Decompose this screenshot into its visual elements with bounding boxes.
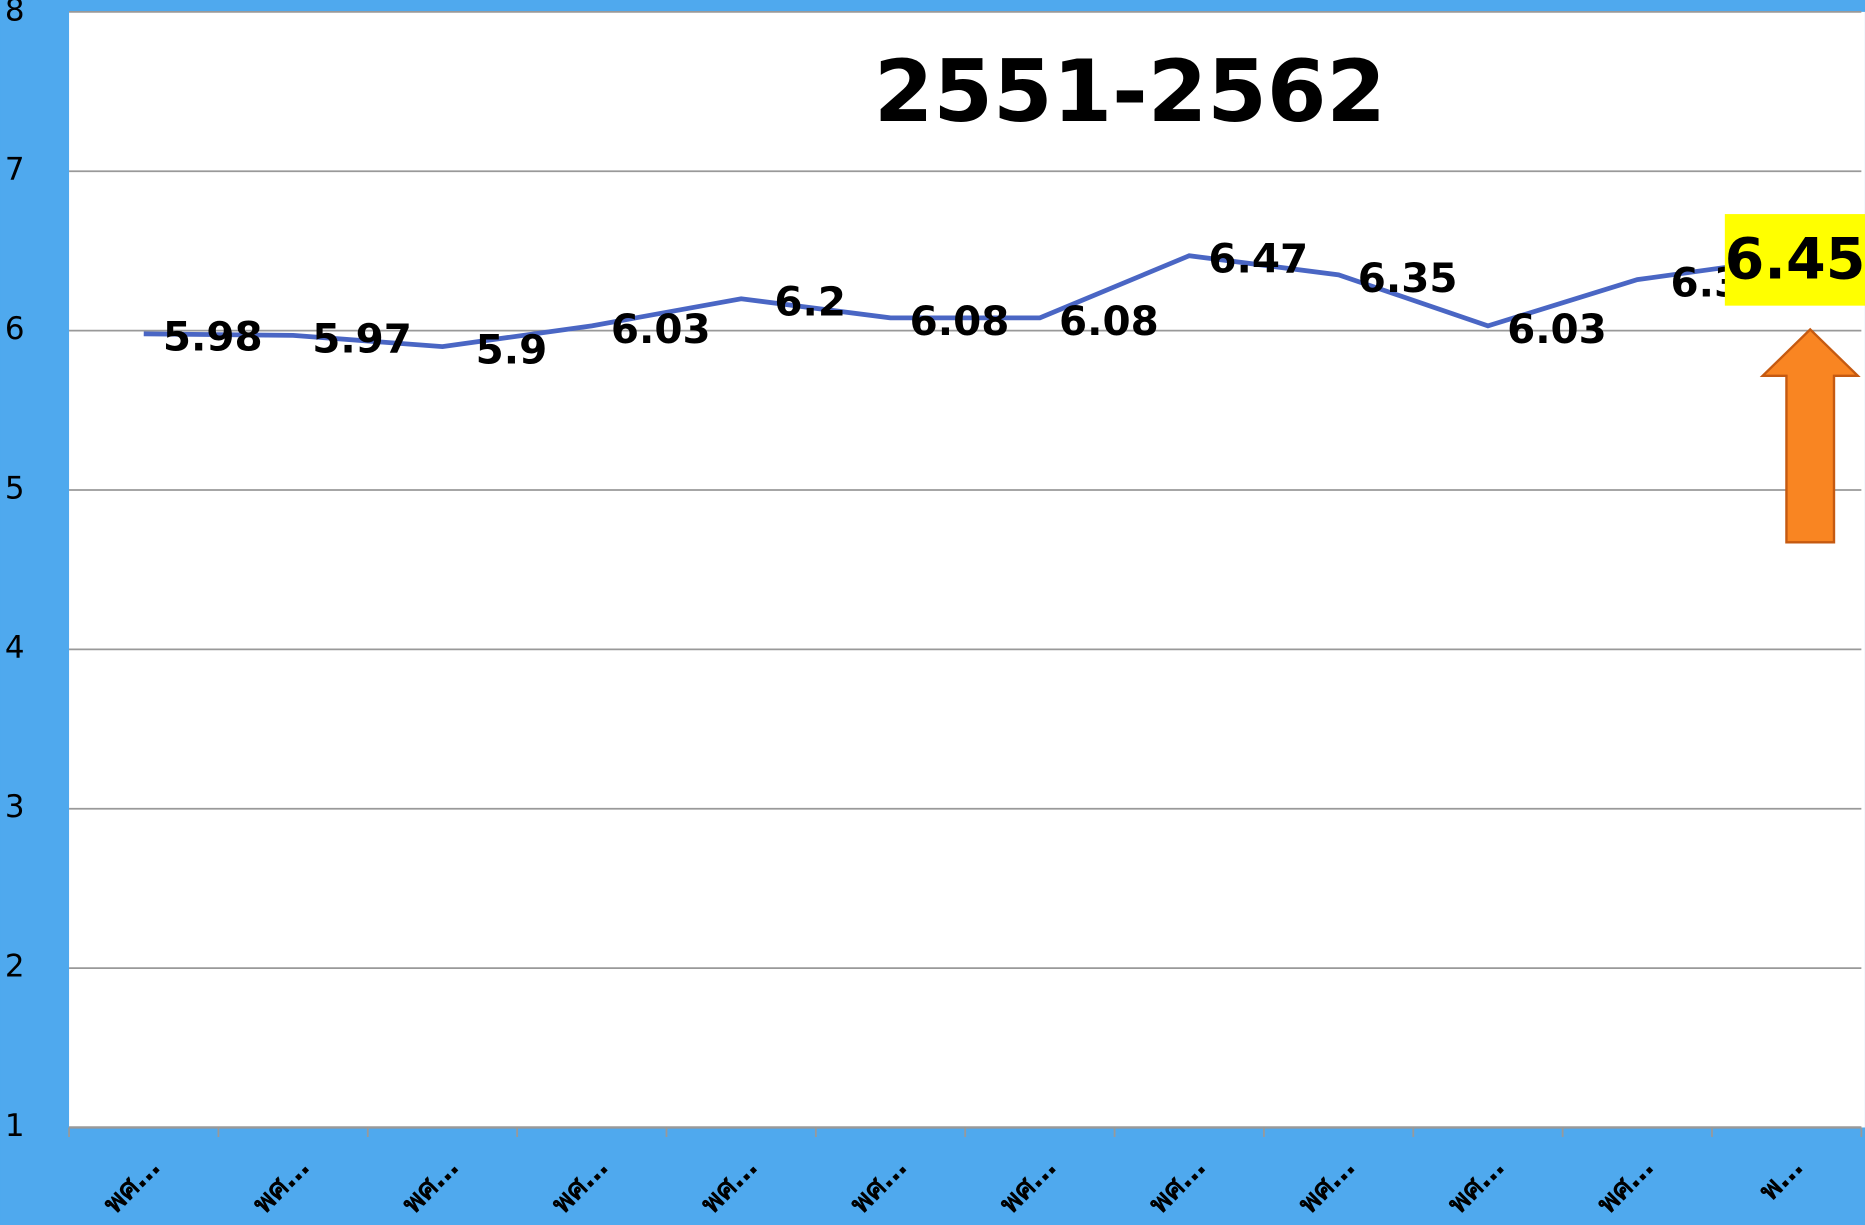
- y-tick-label: 4: [5, 630, 25, 666]
- data-label: 6.03: [611, 305, 711, 353]
- data-label: 6.08: [1059, 297, 1159, 345]
- y-tick-label: 7: [5, 152, 25, 188]
- plot-area: [69, 11, 1865, 1128]
- data-label: 5.97: [312, 314, 412, 362]
- y-tick-label: 2: [5, 949, 25, 985]
- arrow: [1759, 327, 1861, 544]
- data-label: 6.45: [1725, 226, 1865, 292]
- y-tick-label: 3: [5, 789, 25, 825]
- highlight-box: [1724, 214, 1865, 306]
- line: [143, 253, 1788, 349]
- data-label: 6.08: [910, 297, 1010, 345]
- y-tick-label: 8: [5, 0, 25, 28]
- data-label: 6.35: [1358, 254, 1458, 302]
- y-tick-label: 5: [5, 470, 25, 506]
- data-label: 6.2: [774, 278, 846, 326]
- data-label: 5.98: [163, 313, 263, 361]
- data-label: 6.03: [1507, 305, 1607, 353]
- y-tick-label: 1: [5, 1108, 25, 1144]
- chart-title: 2551-2562: [874, 43, 1386, 142]
- data-label: 6.47: [1208, 235, 1308, 283]
- y-tick-label: 6: [5, 311, 25, 347]
- data-label: 5.9: [476, 326, 548, 374]
